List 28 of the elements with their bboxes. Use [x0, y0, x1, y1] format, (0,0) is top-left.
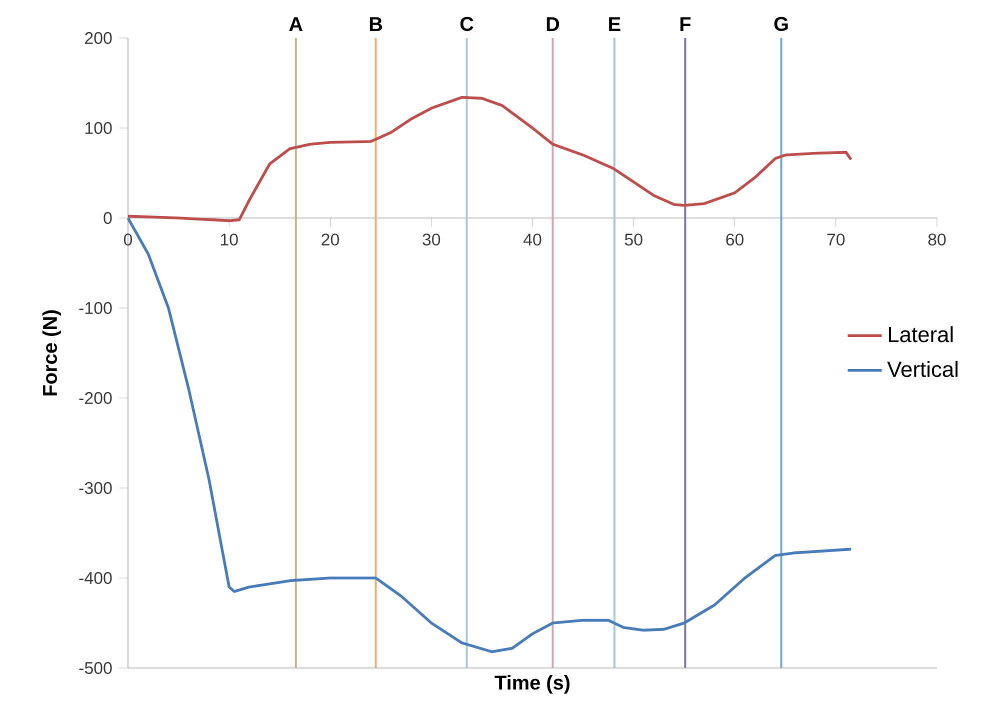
- x-tick-label: 60: [726, 234, 744, 246]
- x-tick-label: 50: [624, 234, 642, 246]
- ref-line-label: C: [460, 16, 474, 31]
- y-tick-label: -500: [79, 662, 112, 674]
- x-tick-label: 30: [422, 234, 440, 246]
- ref-line-label: G: [774, 16, 788, 31]
- y-tick-label: -200: [79, 392, 112, 404]
- y-tick-label: -400: [79, 572, 112, 584]
- ref-line-label: A: [289, 17, 303, 31]
- ref-line-label: F: [680, 17, 691, 31]
- legend-label: Vertical: [887, 360, 958, 378]
- y-tick-label: -300: [79, 482, 112, 494]
- ref-line-label: B: [370, 17, 382, 31]
- ref-line-label: E: [609, 17, 620, 31]
- x-tick-label: 20: [322, 234, 339, 246]
- x-axis-title: Time (s): [494, 675, 570, 694]
- x-tick-label: 70: [827, 234, 845, 246]
- y-tick-label: 100: [85, 122, 112, 134]
- x-tick-label: 40: [523, 234, 542, 246]
- y-axis-title: Force (N): [42, 310, 61, 396]
- x-tick-label: 10: [220, 234, 238, 246]
- x-tick-label: 0: [124, 234, 132, 246]
- y-tick-label: -100: [79, 302, 112, 314]
- y-tick-label: 200: [85, 32, 112, 44]
- legend-label: Lateral: [888, 326, 953, 342]
- y-tick-label: 0: [104, 212, 112, 224]
- x-tick-label: 80: [928, 234, 946, 246]
- ref-line-label: D: [546, 17, 560, 31]
